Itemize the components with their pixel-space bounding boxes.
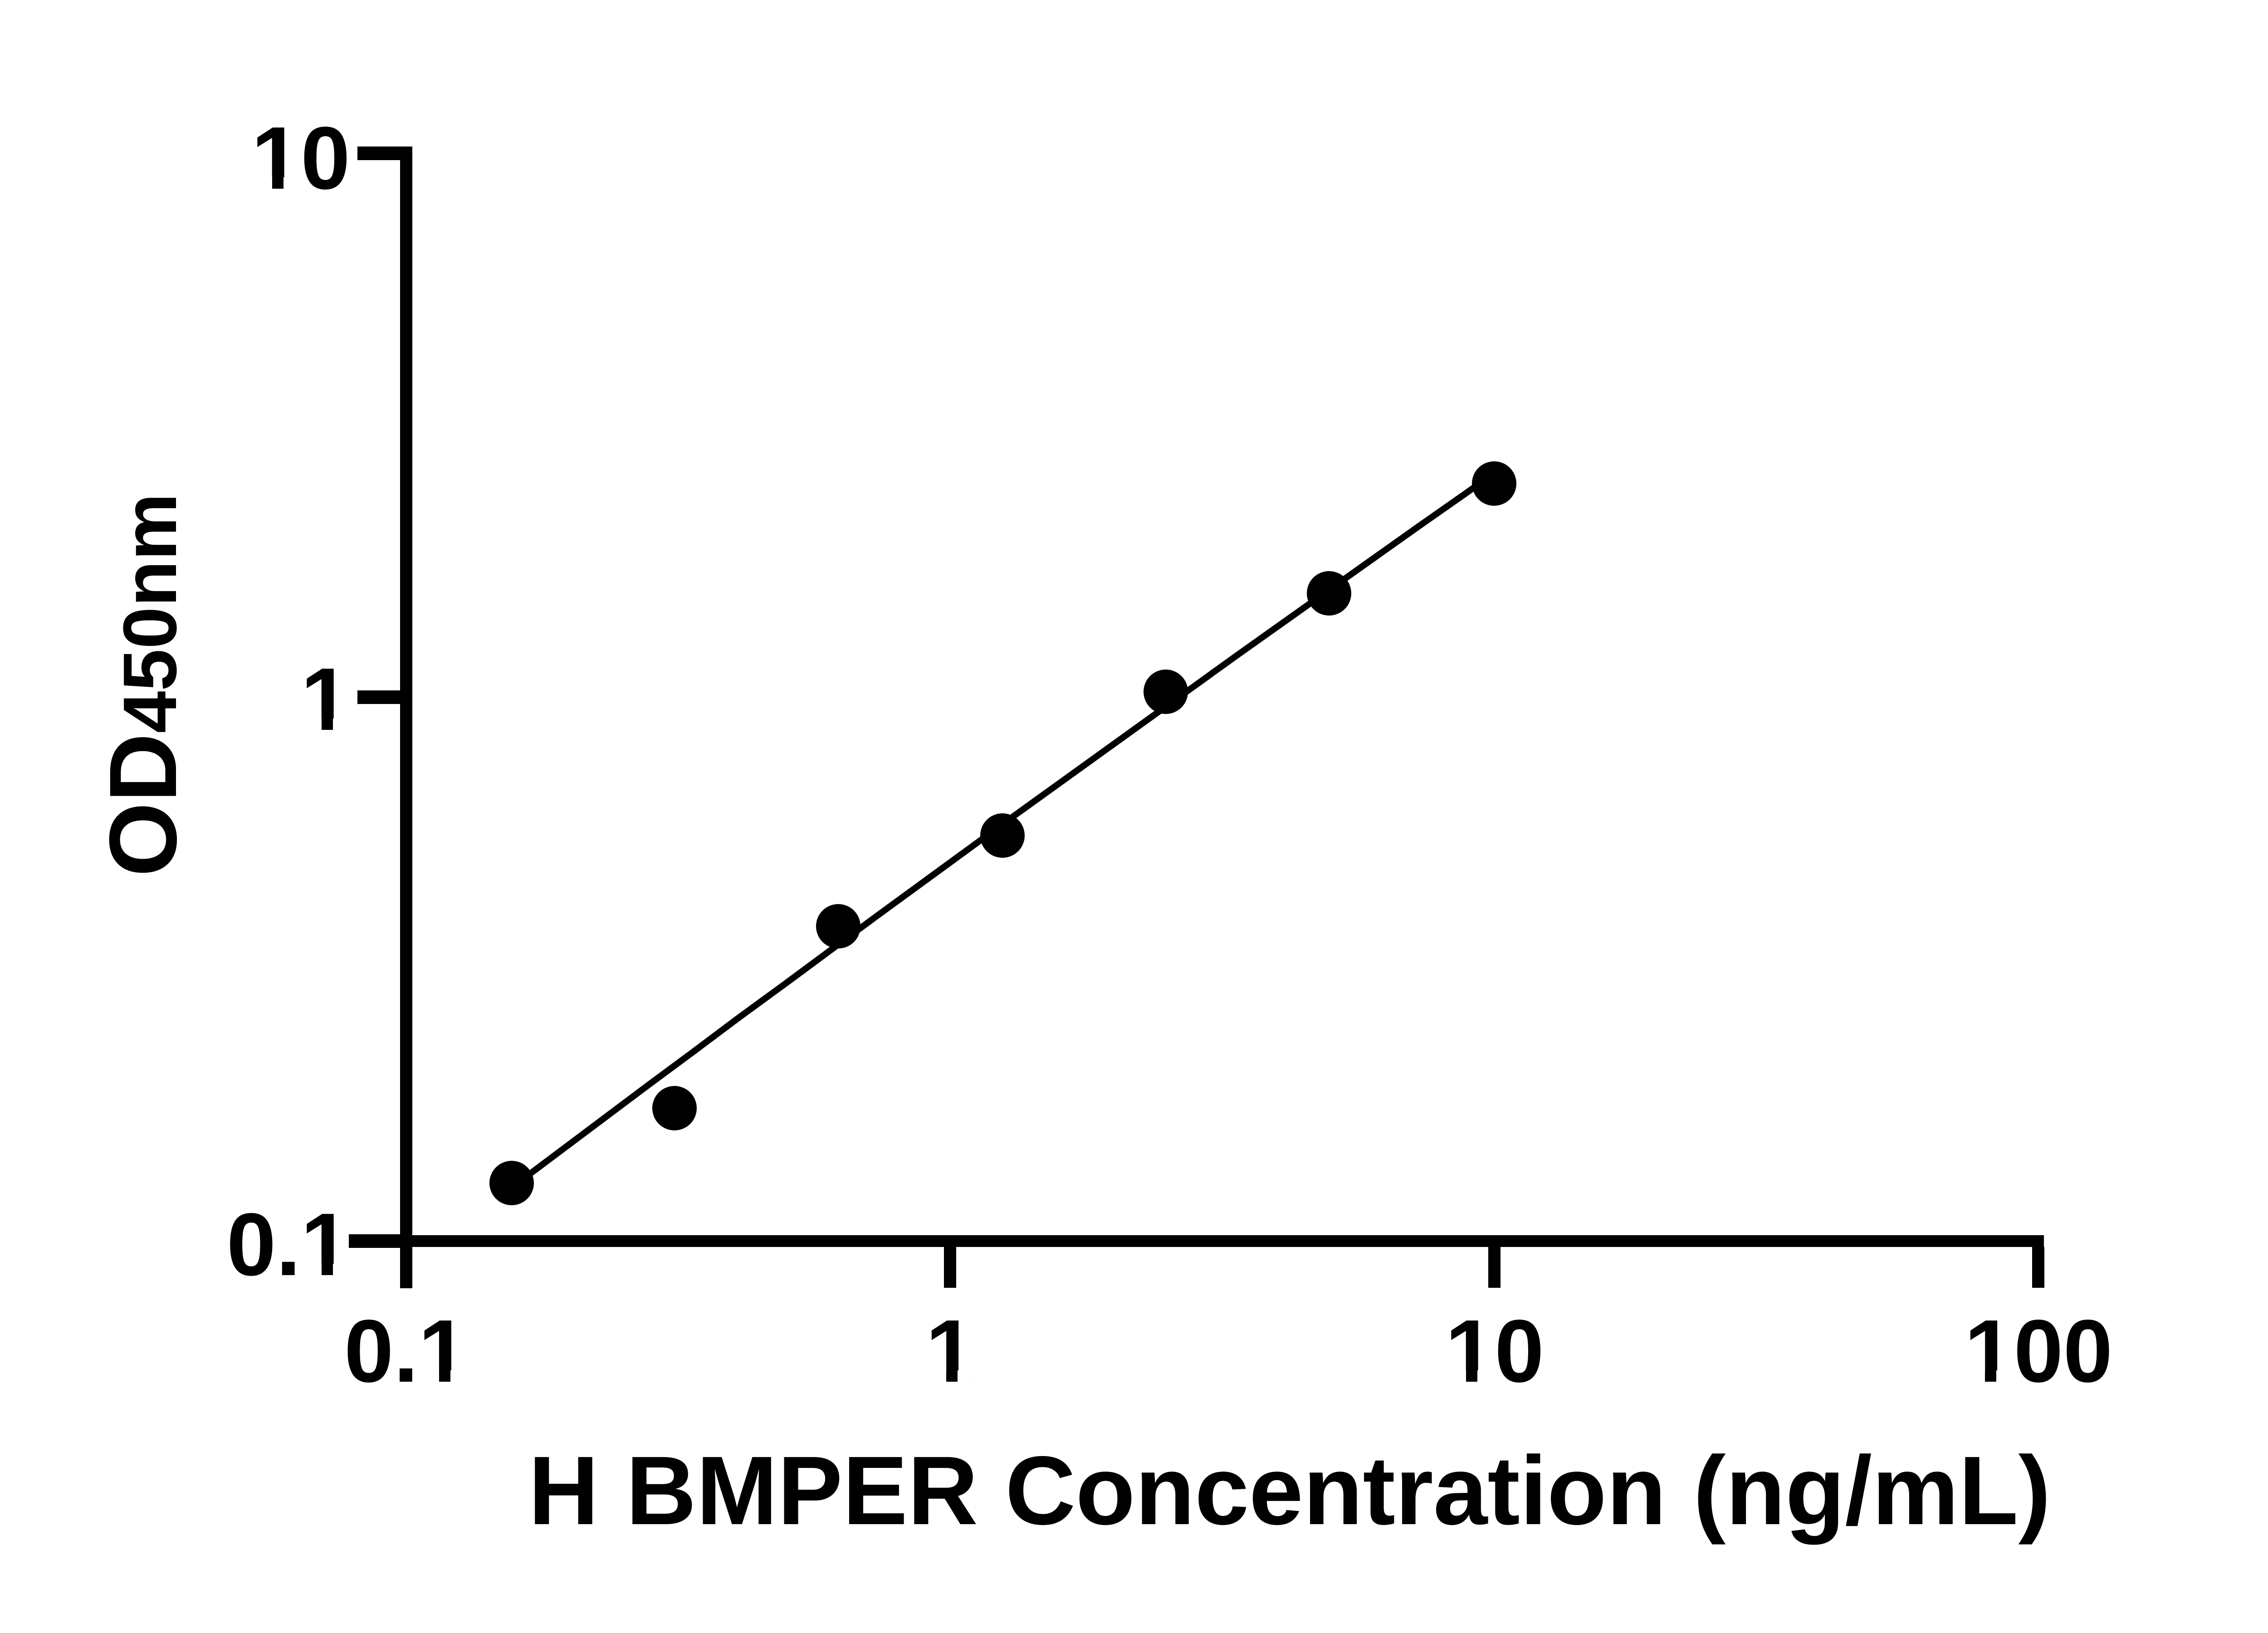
svg-text:1: 1 [301,650,350,749]
svg-text:10: 10 [251,108,350,208]
svg-text:0.1: 0.1 [227,1195,350,1294]
svg-text:100: 100 [1964,1301,2112,1401]
svg-text:10: 10 [1445,1301,1544,1401]
svg-text:0.1: 0.1 [344,1301,468,1401]
svg-text:1: 1 [925,1301,975,1401]
svg-text:OD450nm: OD450nm [89,493,196,877]
svg-text:H BMPER Concentration (ng/mL): H BMPER Concentration (ng/mL) [528,1436,2051,1545]
